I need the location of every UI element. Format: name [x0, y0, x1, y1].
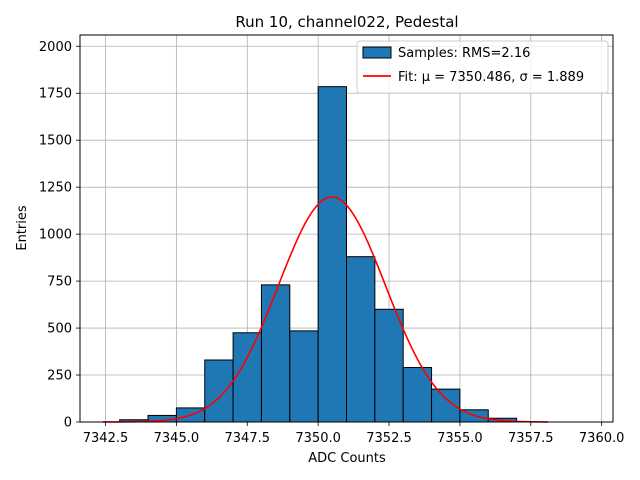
y-tick-label: 750	[47, 275, 72, 290]
x-tick-label: 7357.5	[508, 431, 554, 446]
histogram-bar	[317, 86, 347, 423]
chart-title: Run 10, channel022, Pedestal	[235, 13, 458, 31]
y-tick-label: 250	[47, 369, 72, 384]
histogram-bar	[204, 359, 234, 423]
legend: Samples: RMS=2.16 Fit: μ = 7350.486, σ =…	[356, 40, 609, 94]
y-tick-label: 1750	[39, 87, 72, 102]
x-tick-label: 7345.0	[154, 431, 200, 446]
y-axis-label: Entries	[15, 205, 30, 251]
legend-label-samples: Samples: RMS=2.16	[398, 46, 530, 61]
legend-swatch-samples	[362, 46, 392, 59]
fit-curve	[102, 196, 548, 423]
legend-box	[356, 40, 609, 94]
histogram-bar	[289, 330, 319, 423]
y-tick-label: 1000	[39, 228, 72, 243]
y-tick-label: 0	[64, 416, 72, 431]
y-tick-label: 500	[47, 322, 72, 337]
x-tick-label: 7352.5	[366, 431, 412, 446]
x-tick-label: 7355.0	[437, 431, 483, 446]
x-tick-label: 7350.0	[295, 431, 341, 446]
histogram-bar	[346, 256, 376, 423]
histogram-bar	[374, 308, 404, 423]
x-tick-label: 7342.5	[83, 431, 129, 446]
x-tick-label: 7347.5	[225, 431, 271, 446]
plot-frame	[79, 34, 614, 423]
histogram-bar	[260, 284, 291, 423]
x-tick-label: 7360.0	[579, 431, 625, 446]
histogram-bar	[232, 332, 262, 423]
y-tick-label: 2000	[39, 40, 72, 55]
y-tick-label: 1250	[39, 181, 72, 196]
legend-label-fit: Fit: μ = 7350.486, σ = 1.889	[398, 70, 584, 85]
y-tick-label: 1500	[39, 134, 72, 149]
x-axis-label: ADC Counts	[308, 451, 386, 466]
